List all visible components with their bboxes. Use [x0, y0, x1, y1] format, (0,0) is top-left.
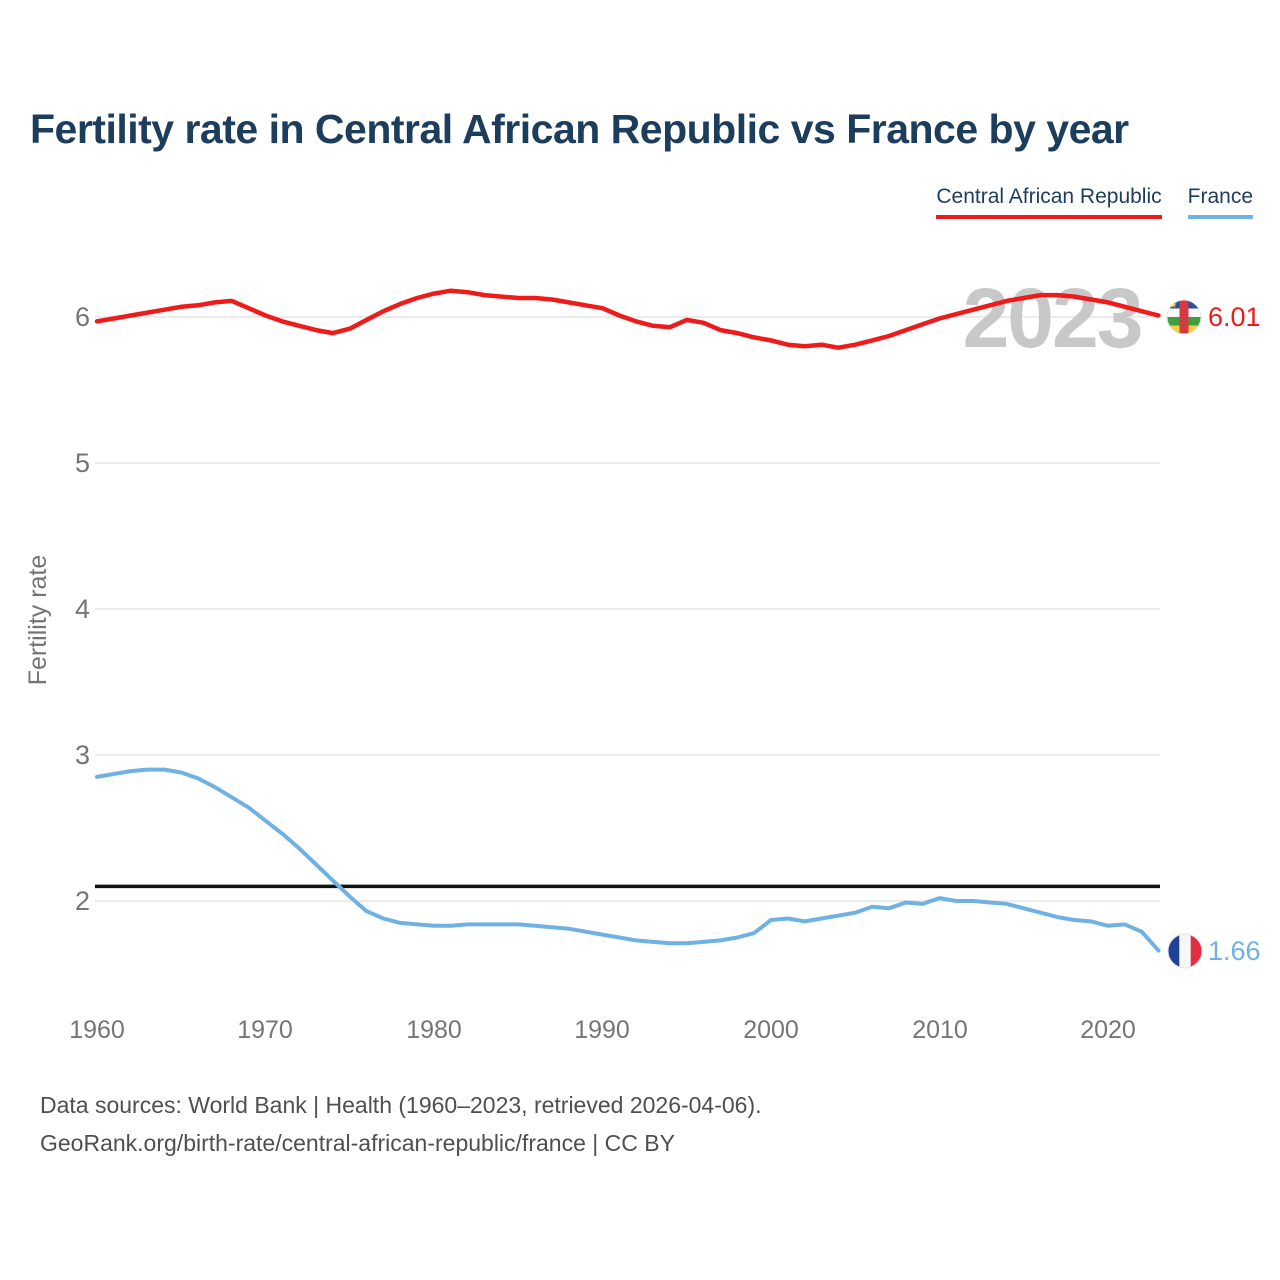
x-axis-tick: 1980	[406, 1016, 462, 1044]
y-axis-tick: 3	[75, 740, 90, 770]
x-axis-tick: 2020	[1080, 1016, 1136, 1044]
y-axis-tick: 6	[75, 302, 90, 332]
y-axis-tick: 2	[75, 886, 90, 916]
x-axis-tick: 1960	[69, 1016, 125, 1044]
legend: Central African Republic France	[936, 185, 1253, 219]
x-axis-tick: 1970	[237, 1016, 293, 1044]
end-value-label-central-african-republic: 6.01	[1208, 302, 1261, 332]
series-lines	[94, 288, 1161, 953]
y-axis-tick: 4	[75, 594, 90, 624]
license-line: GeoRank.org/birth-rate/central-african-r…	[40, 1130, 675, 1156]
watermark-year: 2023	[963, 271, 1142, 365]
gridlines	[95, 316, 1160, 902]
x-axis-tick: 2010	[912, 1016, 968, 1044]
legend-label-france: France	[1187, 185, 1253, 208]
y-axis-label: Fertility rate	[24, 555, 52, 686]
data-sources-line: Data sources: World Bank | Health (1960–…	[40, 1092, 762, 1118]
legend-item-central-african-republic[interactable]: Central African Republic	[936, 185, 1162, 219]
legend-item-france[interactable]: France	[1187, 185, 1253, 219]
series-line-france[interactable]	[95, 767, 1161, 953]
series-line-central-african-republic[interactable]	[94, 288, 1161, 350]
x-axis-tick: 1990	[574, 1016, 630, 1044]
legend-label-central-african-republic: Central African Republic	[936, 185, 1162, 208]
central-african-republic-flag-icon	[1166, 299, 1202, 335]
france-flag-icon	[1167, 933, 1203, 969]
y-axis-tick: 5	[75, 448, 90, 478]
chart-title: Fertility rate in Central African Republ…	[30, 106, 1129, 152]
data-source-attribution: Data sources: World Bank | Health (1960–…	[40, 1086, 762, 1162]
x-axis-tick: 2000	[743, 1016, 799, 1044]
end-value-label-france: 1.66	[1208, 936, 1261, 966]
